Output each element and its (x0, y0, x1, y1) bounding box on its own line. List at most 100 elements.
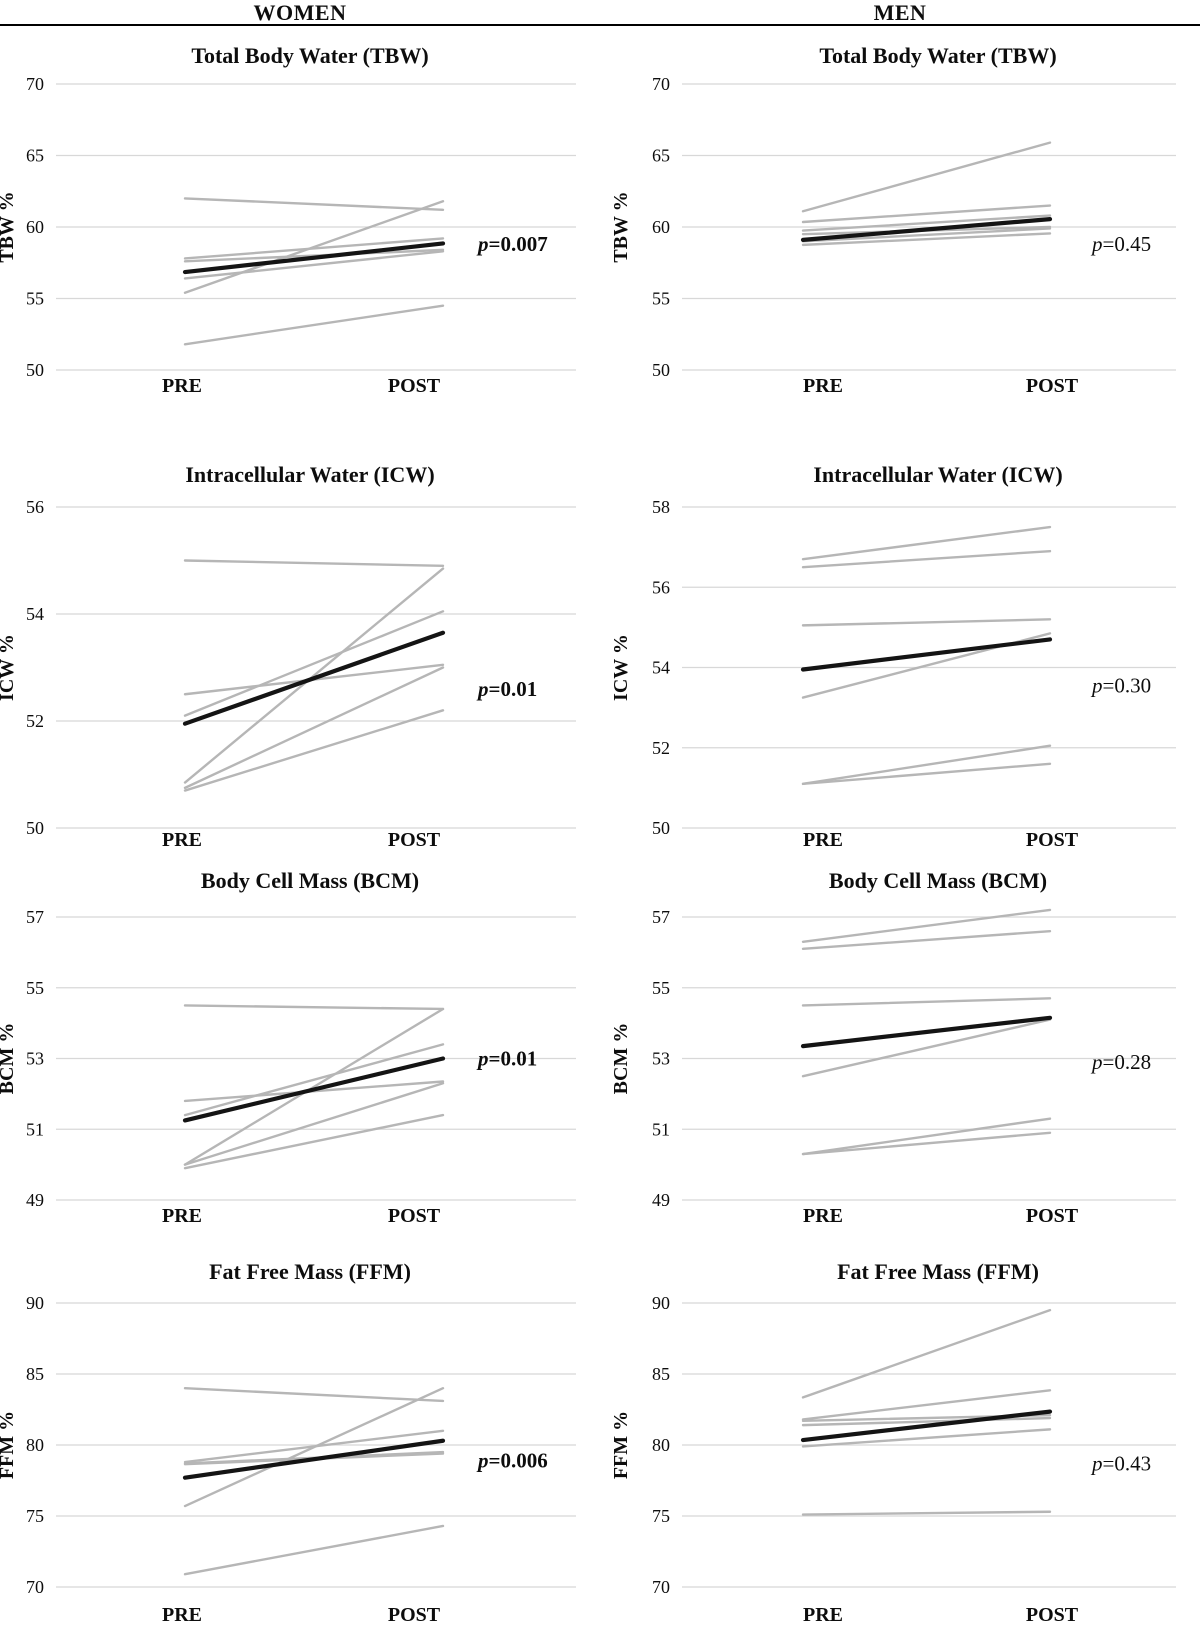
participant-line (183, 1082, 445, 1166)
y-tick-label: 52 (652, 738, 670, 758)
x-category-label-pre: PRE (803, 375, 843, 397)
chart-title: Body Cell Mass (BCM) (829, 868, 1047, 893)
p-value-label: p=0.43 (1090, 1451, 1151, 1475)
participant-line (801, 1308, 1052, 1399)
x-category-label-pre: PRE (803, 829, 843, 850)
y-tick-label: 60 (26, 217, 44, 237)
participant-line (801, 1510, 1052, 1516)
participant-line (183, 200, 445, 294)
participant-line (801, 1416, 1052, 1427)
women-ffm-chart: 90 85 80 75 70 Fat Free Mass (FFM) FFM % PRE POS… (0, 1259, 576, 1626)
x-category-label-post: POST (388, 829, 441, 850)
chart-panel-women-tbw: 70 65 60 55 50 Total Body Water (TBW) TBW % PRE… (0, 28, 600, 428)
y-tick-label: 65 (26, 146, 44, 166)
chart-title: Total Body Water (TBW) (191, 43, 428, 68)
participant-line (183, 1007, 445, 1166)
participant-line (183, 197, 445, 212)
y-tick-label: 80 (26, 1435, 44, 1455)
y-axis-label: ICW % (610, 634, 632, 701)
chart-panel-men-icw: 58 56 54 52 50 Intracellular Water (ICW) ICW %… (600, 450, 1200, 851)
chart-title: Intracellular Water (ICW) (813, 462, 1062, 487)
y-tick-label: 51 (26, 1119, 44, 1139)
y-tick-label: 75 (652, 1506, 670, 1526)
y-tick-label: 50 (652, 818, 670, 838)
y-tick-label: 55 (652, 978, 670, 998)
x-category-label-pre: PRE (803, 1205, 843, 1225)
participant-line (183, 1043, 445, 1117)
participant-line (183, 1004, 445, 1011)
participant-line (801, 908, 1052, 943)
y-tick-label: 70 (26, 74, 44, 94)
x-category-label-post: POST (1026, 1205, 1079, 1225)
y-tick-label: 49 (26, 1190, 44, 1210)
y-axis-label: FFM % (610, 1411, 632, 1479)
mean-line (182, 630, 446, 726)
participant-line (183, 237, 445, 260)
y-tick-label: 80 (652, 1435, 670, 1455)
men-icw-chart: 58 56 54 52 50 Intracellular Water (ICW) ICW %… (610, 462, 1176, 851)
participant-line (801, 1389, 1052, 1421)
mean-line (800, 217, 1053, 242)
mean-line (182, 241, 446, 275)
column-header-women: WOMEN (253, 0, 347, 25)
participant-line (801, 929, 1052, 951)
y-tick-label: 55 (26, 289, 44, 309)
mean-line (800, 637, 1053, 672)
participant-line (183, 250, 445, 280)
chart-panel-men-bcm: 57 55 53 51 49 Body Cell Mass (BCM) BCM % PRE PO… (600, 850, 1200, 1227)
x-category-label-pre: PRE (162, 1604, 202, 1626)
x-category-label-post: POST (1026, 1604, 1079, 1626)
participant-line (183, 567, 445, 784)
participant-line (183, 559, 445, 568)
participant-line (183, 709, 445, 792)
header-rule (0, 24, 1200, 26)
women-tbw-chart: 70 65 60 55 50 Total Body Water (TBW) TBW % PRE… (0, 43, 576, 397)
participant-line (801, 744, 1052, 786)
x-category-label-pre: PRE (162, 829, 202, 850)
participant-line (801, 618, 1052, 627)
participant-line (183, 1113, 445, 1170)
participant-line (801, 549, 1052, 569)
x-category-label-pre: PRE (803, 1604, 843, 1626)
y-tick-label: 49 (652, 1190, 670, 1210)
participant-line (801, 227, 1052, 243)
x-category-label-post: POST (388, 1604, 441, 1626)
y-axis-label: BCM % (610, 1023, 632, 1095)
p-value-label: p=0.01 (476, 677, 537, 701)
y-tick-label: 57 (26, 907, 44, 927)
participant-line (183, 1386, 445, 1508)
chart-panel-women-ffm: 90 85 80 75 70 Fat Free Mass (FFM) FFM % PRE POS… (0, 1225, 600, 1627)
chart-panel-women-icw: 56 54 52 50 Intracellular Water (ICW) ICW % PR… (0, 450, 600, 851)
participant-line (801, 1018, 1052, 1078)
p-value-label: p=0.28 (1090, 1050, 1151, 1074)
participant-line (801, 1117, 1052, 1156)
y-axis-label: ICW % (0, 634, 18, 701)
x-category-label-pre: PRE (162, 1205, 202, 1225)
participant-line (801, 997, 1052, 1007)
column-header-men: MEN (873, 0, 927, 25)
y-tick-label: 50 (652, 360, 670, 380)
participant-line (801, 232, 1052, 247)
y-tick-label: 60 (652, 217, 670, 237)
p-value-label: p=0.007 (476, 232, 548, 256)
y-tick-label: 53 (26, 1049, 44, 1069)
y-tick-label: 53 (652, 1049, 670, 1069)
chart-title: Fat Free Mass (FFM) (837, 1259, 1039, 1284)
y-tick-label: 90 (652, 1293, 670, 1313)
y-axis-label: TBW % (0, 191, 18, 262)
y-tick-label: 55 (26, 978, 44, 998)
y-tick-label: 70 (652, 74, 670, 94)
chart-panel-women-bcm: 57 55 53 51 49 Body Cell Mass (BCM) BCM % PRE PO… (0, 850, 600, 1227)
p-value-label: p=0.30 (1090, 674, 1151, 698)
x-category-label-post: POST (1026, 829, 1079, 850)
women-icw-chart: 56 54 52 50 Intracellular Water (ICW) ICW % PR… (0, 462, 576, 851)
y-tick-label: 56 (26, 497, 44, 517)
chart-panel-men-tbw: 70 65 60 55 50 Total Body Water (TBW) TBW % PRE… (600, 28, 1200, 428)
participant-line (183, 666, 445, 790)
participant-line (183, 1524, 445, 1576)
y-tick-label: 90 (26, 1293, 44, 1313)
chart-title: Intracellular Water (ICW) (185, 462, 434, 487)
y-tick-label: 85 (26, 1364, 44, 1384)
mean-line (182, 1056, 446, 1123)
participant-line (801, 1428, 1052, 1448)
